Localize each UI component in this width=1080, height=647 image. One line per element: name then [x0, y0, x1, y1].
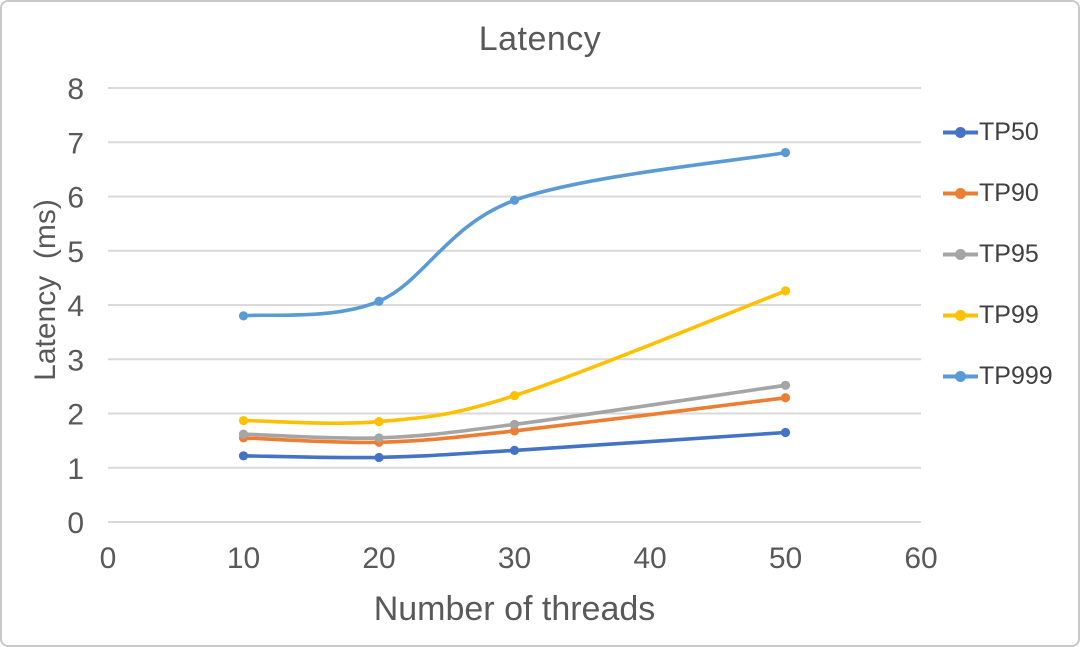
- y-tick-label: 7: [67, 127, 84, 160]
- legend-marker-icon: [943, 371, 978, 382]
- data-point-TP99: [509, 390, 520, 401]
- legend: TP50 TP90 TP95 TP99 TP999: [943, 118, 1053, 390]
- data-point-TP90: [780, 393, 791, 403]
- x-tick-label: 0: [100, 542, 117, 575]
- x-axis-title: Number of threads: [373, 590, 656, 628]
- series-line-TP99: [241, 289, 788, 426]
- y-tick-label: 6: [67, 182, 84, 215]
- y-tick-label: 1: [67, 453, 84, 486]
- data-point-TP99: [780, 286, 791, 296]
- series-line-TP50: [241, 430, 788, 460]
- legend-marker-icon: [943, 310, 978, 321]
- x-tick-label: 30: [498, 542, 531, 575]
- y-tick-label: 0: [67, 507, 84, 540]
- y-tick-label: 8: [67, 73, 84, 106]
- legend-label: TP50: [979, 118, 1039, 146]
- data-point-TP99: [238, 415, 249, 426]
- y-tick-label: 5: [67, 236, 84, 269]
- legend-item-TP90: TP90: [943, 179, 1053, 207]
- data-point-TP95: [780, 380, 791, 390]
- legend-marker-icon: [943, 188, 978, 199]
- data-point-TP999: [780, 147, 791, 158]
- legend-marker-icon: [943, 127, 978, 138]
- x-tick-label: 20: [362, 542, 395, 575]
- legend-label: TP999: [979, 362, 1053, 390]
- y-axis-title: Latency (ms): [29, 199, 62, 381]
- data-point-TP90: [509, 426, 520, 436]
- series-line-TP95: [241, 383, 788, 441]
- legend-item-TP99: TP99: [943, 301, 1053, 329]
- chart-title: Latency: [478, 20, 602, 58]
- data-point-TP50: [509, 445, 520, 455]
- data-point-TP99: [374, 417, 384, 427]
- legend-marker-icon: [943, 249, 978, 260]
- y-tick-label: 3: [67, 344, 84, 377]
- data-point-TP50: [780, 427, 791, 438]
- x-tick-label: 60: [904, 542, 937, 575]
- data-point-TP999: [509, 195, 520, 205]
- x-tick-label: 10: [227, 542, 260, 575]
- data-point-TP95: [509, 419, 520, 429]
- x-tick-label: 40: [633, 542, 666, 575]
- data-point-TP95: [238, 429, 249, 439]
- y-tick-label: 4: [67, 290, 84, 323]
- data-point-TP50: [374, 452, 384, 463]
- data-point-TP50: [238, 451, 249, 461]
- x-tick-label: 50: [769, 542, 802, 575]
- legend-item-TP999: TP999: [943, 362, 1053, 390]
- legend-item-TP50: TP50: [943, 118, 1053, 146]
- series-line-TP999: [241, 150, 788, 318]
- legend-label: TP90: [979, 179, 1039, 207]
- legend-label: TP95: [979, 240, 1039, 268]
- data-point-TP95: [374, 433, 384, 443]
- data-point-TP999: [238, 311, 249, 321]
- data-point-TP999: [374, 296, 384, 306]
- y-tick-label: 2: [67, 399, 84, 432]
- legend-label: TP99: [979, 301, 1039, 329]
- series-line-TP90: [241, 396, 788, 445]
- legend-item-TP95: TP95: [943, 240, 1053, 268]
